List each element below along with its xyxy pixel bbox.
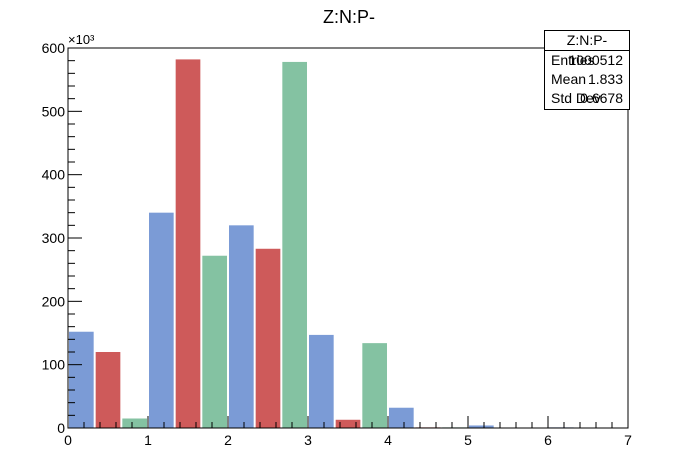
bar-2-series-0 xyxy=(229,225,254,428)
x-tick-label: 2 xyxy=(224,432,232,448)
bar-0-series-1 xyxy=(95,352,121,428)
y-tick-label: 600 xyxy=(42,40,66,56)
stats-mean-label: Mean xyxy=(551,71,587,87)
x-tick-label: 1 xyxy=(144,432,152,448)
y-tick-label: 300 xyxy=(42,230,66,246)
stats-entries-label: Entries xyxy=(551,52,595,68)
chart-title: Z:N:P- xyxy=(323,7,375,27)
x-tick-label: 3 xyxy=(304,432,312,448)
y-tick-label: 200 xyxy=(42,293,66,309)
bar-2-series-1 xyxy=(255,248,281,428)
stats-entries-row: Entries 1000512 xyxy=(545,51,629,70)
bar-4-series-0 xyxy=(389,407,414,428)
x-tick-label: 0 xyxy=(64,432,72,448)
bar-3-series-1 xyxy=(335,419,361,428)
x-tick-label: 6 xyxy=(544,432,552,448)
x-tick-label: 5 xyxy=(464,432,472,448)
stats-stddev-label: Std Dev xyxy=(551,90,601,106)
stats-mean-value: 1.833 xyxy=(587,71,623,87)
stats-mean-row: Mean 1.833 xyxy=(545,70,629,89)
y-tick-label: 0 xyxy=(57,420,65,436)
x-tick-label: 7 xyxy=(624,432,632,448)
axis-layer: 0 1 2 3 4 5 6 7 0 100 200 300 400 500 600 xyxy=(42,40,632,448)
y-multiplier-label: ×10³ xyxy=(68,32,95,47)
bar-2-series-2 xyxy=(282,61,307,429)
stats-stddev-value: 0.6678 xyxy=(580,90,623,106)
stats-box: Z:N:P- Entries 1000512 Mean 1.833 Std De… xyxy=(544,30,630,110)
stats-entries-value: 1000512 xyxy=(568,52,623,68)
y-tick-label: 500 xyxy=(42,103,66,119)
y-tick-label: 100 xyxy=(42,357,66,373)
bar-5-series-0 xyxy=(469,425,494,428)
stats-stddev-row: Std Dev 0.6678 xyxy=(545,89,629,108)
y-tick-label: 400 xyxy=(42,167,66,183)
bar-0-series-2 xyxy=(122,418,147,428)
stats-title: Z:N:P- xyxy=(545,31,629,51)
bar-0-series-0 xyxy=(69,331,94,428)
bar-1-series-2 xyxy=(202,255,227,428)
x-tick-label: 4 xyxy=(384,432,392,448)
bar-1-series-1 xyxy=(175,59,201,429)
bar-3-series-0 xyxy=(309,334,334,428)
bar-1-series-0 xyxy=(149,212,174,428)
bars-layer xyxy=(69,59,574,429)
bar-3-series-2 xyxy=(362,343,387,428)
